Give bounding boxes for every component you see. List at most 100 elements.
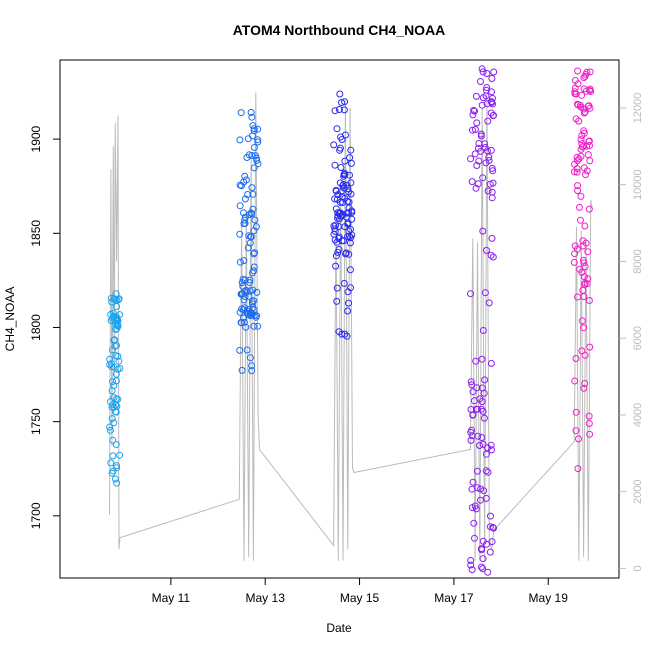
data-point — [238, 182, 245, 190]
data-point — [473, 467, 481, 475]
data-point — [348, 215, 356, 223]
data-point — [490, 68, 498, 76]
data-point — [483, 246, 490, 254]
data-point — [574, 187, 582, 195]
data-point — [112, 370, 120, 378]
data-point — [342, 250, 349, 258]
series-1 — [106, 290, 124, 487]
data-point — [114, 352, 122, 360]
data-point — [110, 295, 118, 303]
data-point — [347, 179, 355, 187]
data-point — [239, 282, 247, 290]
data-point — [472, 505, 480, 513]
data-point — [344, 197, 352, 205]
data-point — [583, 280, 591, 288]
data-point — [577, 103, 585, 111]
data-points-layer — [106, 65, 595, 576]
data-point — [335, 246, 343, 253]
data-point — [343, 181, 351, 189]
data-point — [241, 216, 249, 224]
data-point — [110, 419, 118, 427]
data-point — [467, 436, 475, 444]
data-point — [468, 566, 476, 574]
data-point — [113, 319, 121, 327]
data-point — [577, 192, 585, 200]
data-point — [247, 209, 255, 217]
data-point — [238, 366, 246, 374]
data-point — [249, 190, 257, 198]
data-point — [585, 138, 593, 145]
data-point — [580, 384, 588, 392]
data-point — [237, 109, 245, 117]
data-point — [479, 537, 487, 545]
data-point — [473, 484, 481, 492]
data-point — [586, 343, 594, 351]
data-point — [571, 84, 579, 92]
data-point — [478, 65, 486, 73]
data-point — [345, 188, 353, 196]
data-point — [341, 98, 349, 106]
data-point — [236, 202, 244, 210]
x-tick-label: May 15 — [340, 591, 380, 605]
data-point — [342, 131, 349, 139]
data-point — [481, 376, 489, 384]
data-point — [250, 227, 258, 235]
x-tick-label: May 17 — [434, 591, 474, 605]
series-5 — [570, 67, 595, 473]
data-point — [572, 408, 580, 416]
data-point — [475, 144, 482, 152]
data-point — [106, 423, 114, 431]
y-tick-label: 1850 — [29, 220, 43, 247]
data-point — [580, 109, 588, 117]
data-point — [112, 326, 120, 333]
data-point — [468, 381, 476, 389]
data-point — [580, 142, 588, 150]
data-point — [578, 317, 586, 325]
data-point — [251, 216, 259, 224]
data-point — [470, 106, 478, 114]
data-point — [578, 132, 586, 139]
data-point — [241, 172, 249, 180]
data-point — [483, 84, 491, 91]
data-point — [334, 214, 341, 222]
data-point — [575, 435, 582, 443]
data-point — [240, 318, 248, 326]
data-point — [574, 67, 582, 75]
data-point — [108, 360, 115, 368]
data-point — [248, 113, 256, 121]
data-point — [486, 180, 494, 188]
data-point — [330, 141, 338, 149]
data-point — [488, 188, 496, 196]
data-point — [238, 319, 246, 327]
data-point — [344, 185, 352, 193]
data-point — [479, 555, 487, 563]
data-point — [341, 157, 349, 165]
data-point — [572, 355, 580, 362]
data-point — [471, 502, 479, 510]
x-tick-label: May 11 — [152, 591, 191, 605]
data-point — [579, 256, 587, 264]
data-point — [242, 323, 250, 331]
data-point — [482, 450, 490, 458]
data-point — [478, 384, 486, 392]
data-point — [483, 147, 491, 155]
data-point — [246, 354, 254, 362]
data-point — [472, 357, 480, 365]
series-3 — [330, 90, 356, 340]
data-point — [336, 146, 344, 154]
data-point — [484, 468, 492, 476]
data-point — [236, 230, 244, 238]
data-point — [236, 308, 244, 316]
data-point — [486, 548, 494, 556]
data-point — [479, 94, 487, 102]
data-point — [581, 222, 589, 230]
data-point — [236, 346, 244, 354]
data-point — [331, 225, 339, 233]
data-point — [469, 126, 476, 134]
data-point — [576, 203, 583, 211]
series-2 — [236, 109, 262, 375]
data-point — [582, 171, 589, 179]
data-point — [347, 159, 355, 167]
chart-title: ATOM4 Northbound CH4_NOAA — [233, 22, 446, 38]
data-point — [248, 367, 256, 375]
